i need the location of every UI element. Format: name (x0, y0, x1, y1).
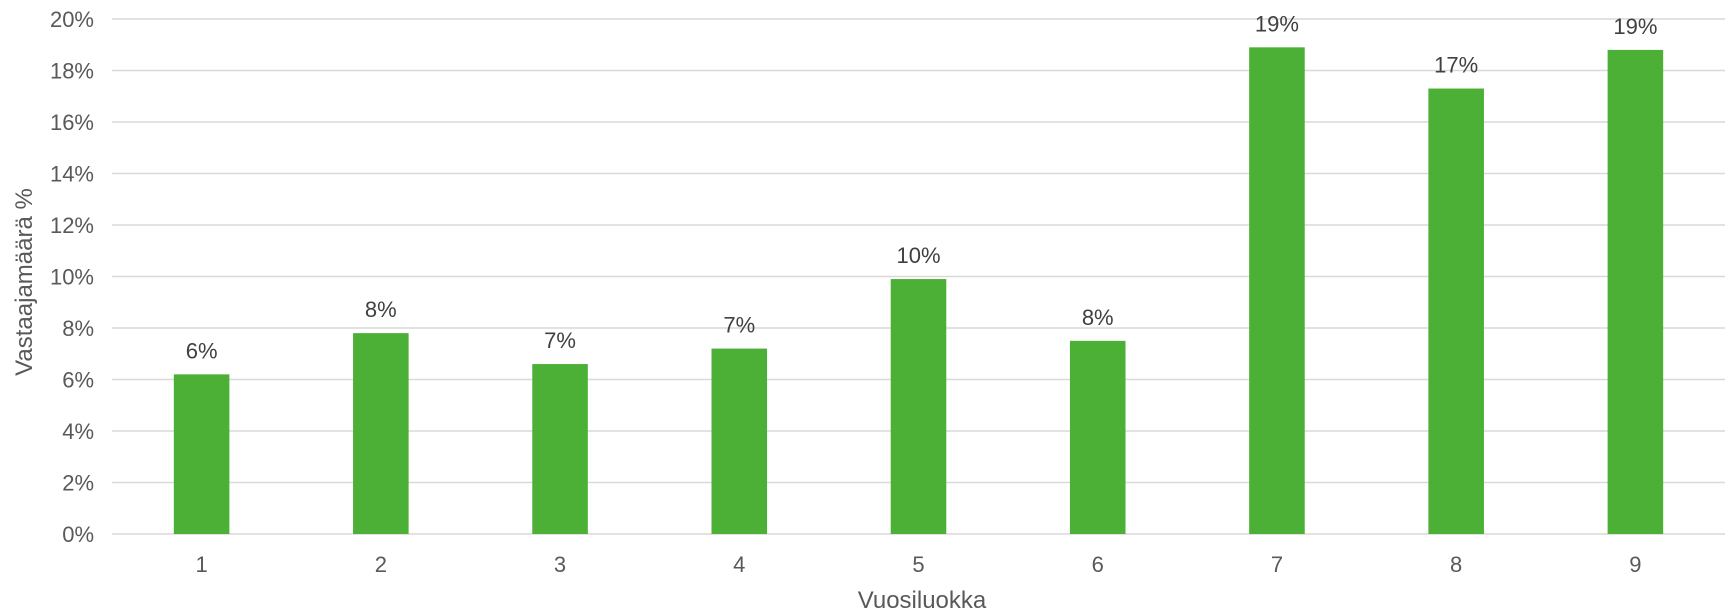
data-label-2: 8% (365, 297, 397, 322)
data-label-7: 19% (1255, 11, 1299, 36)
bar-7 (1249, 47, 1305, 534)
y-axis-ticks: 0% 2% 4% 6% 8% 10% 12% 14% 16% 18% 20% (50, 7, 94, 547)
bar-9 (1607, 49, 1664, 535)
bar-3 (532, 364, 588, 534)
y-tick-label: 2% (62, 471, 94, 496)
bars (173, 47, 1664, 535)
x-tick-label-2: 2 (375, 552, 387, 577)
data-labels: 6% 8% 7% 7% 10% 8% 19% 17% 19% (186, 11, 1658, 363)
x-tick-label-5: 5 (912, 552, 924, 577)
data-label-9: 19% (1613, 14, 1657, 39)
x-tick-label-4: 4 (733, 552, 745, 577)
data-label-6: 8% (1082, 305, 1114, 330)
x-tick-label-3: 3 (554, 552, 566, 577)
y-tick-label: 6% (62, 368, 94, 393)
x-tick-label-6: 6 (1092, 552, 1104, 577)
bar-6 (1069, 340, 1126, 534)
x-tick-label-8: 8 (1450, 552, 1462, 577)
bar-8 (1428, 88, 1484, 535)
x-tick-label-7: 7 (1271, 552, 1283, 577)
data-label-3: 7% (544, 328, 576, 353)
bar-1 (173, 374, 230, 534)
y-tick-label: 12% (50, 213, 94, 238)
x-tick-label-1: 1 (195, 552, 207, 577)
bar-2 (353, 333, 409, 534)
y-tick-label: 10% (50, 265, 94, 290)
data-label-8: 17% (1434, 53, 1478, 78)
x-axis-title: Vuosiluokka (858, 587, 987, 612)
x-axis-ticks: 1 2 3 4 5 6 7 8 9 (195, 552, 1641, 577)
y-tick-label: 8% (62, 316, 94, 341)
y-tick-label: 0% (62, 522, 94, 547)
y-tick-label: 20% (50, 7, 94, 32)
y-axis-title: Vastaajamäärä % (11, 188, 38, 376)
bar-5 (890, 279, 947, 534)
data-label-1: 6% (186, 338, 218, 363)
y-tick-label: 16% (50, 110, 94, 135)
y-tick-label: 4% (62, 419, 94, 444)
bar-4 (711, 348, 768, 534)
data-label-5: 10% (896, 243, 940, 268)
x-tick-label-9: 9 (1629, 552, 1641, 577)
data-label-4: 7% (723, 313, 755, 338)
y-tick-label: 18% (50, 59, 94, 84)
y-tick-label: 14% (50, 162, 94, 187)
